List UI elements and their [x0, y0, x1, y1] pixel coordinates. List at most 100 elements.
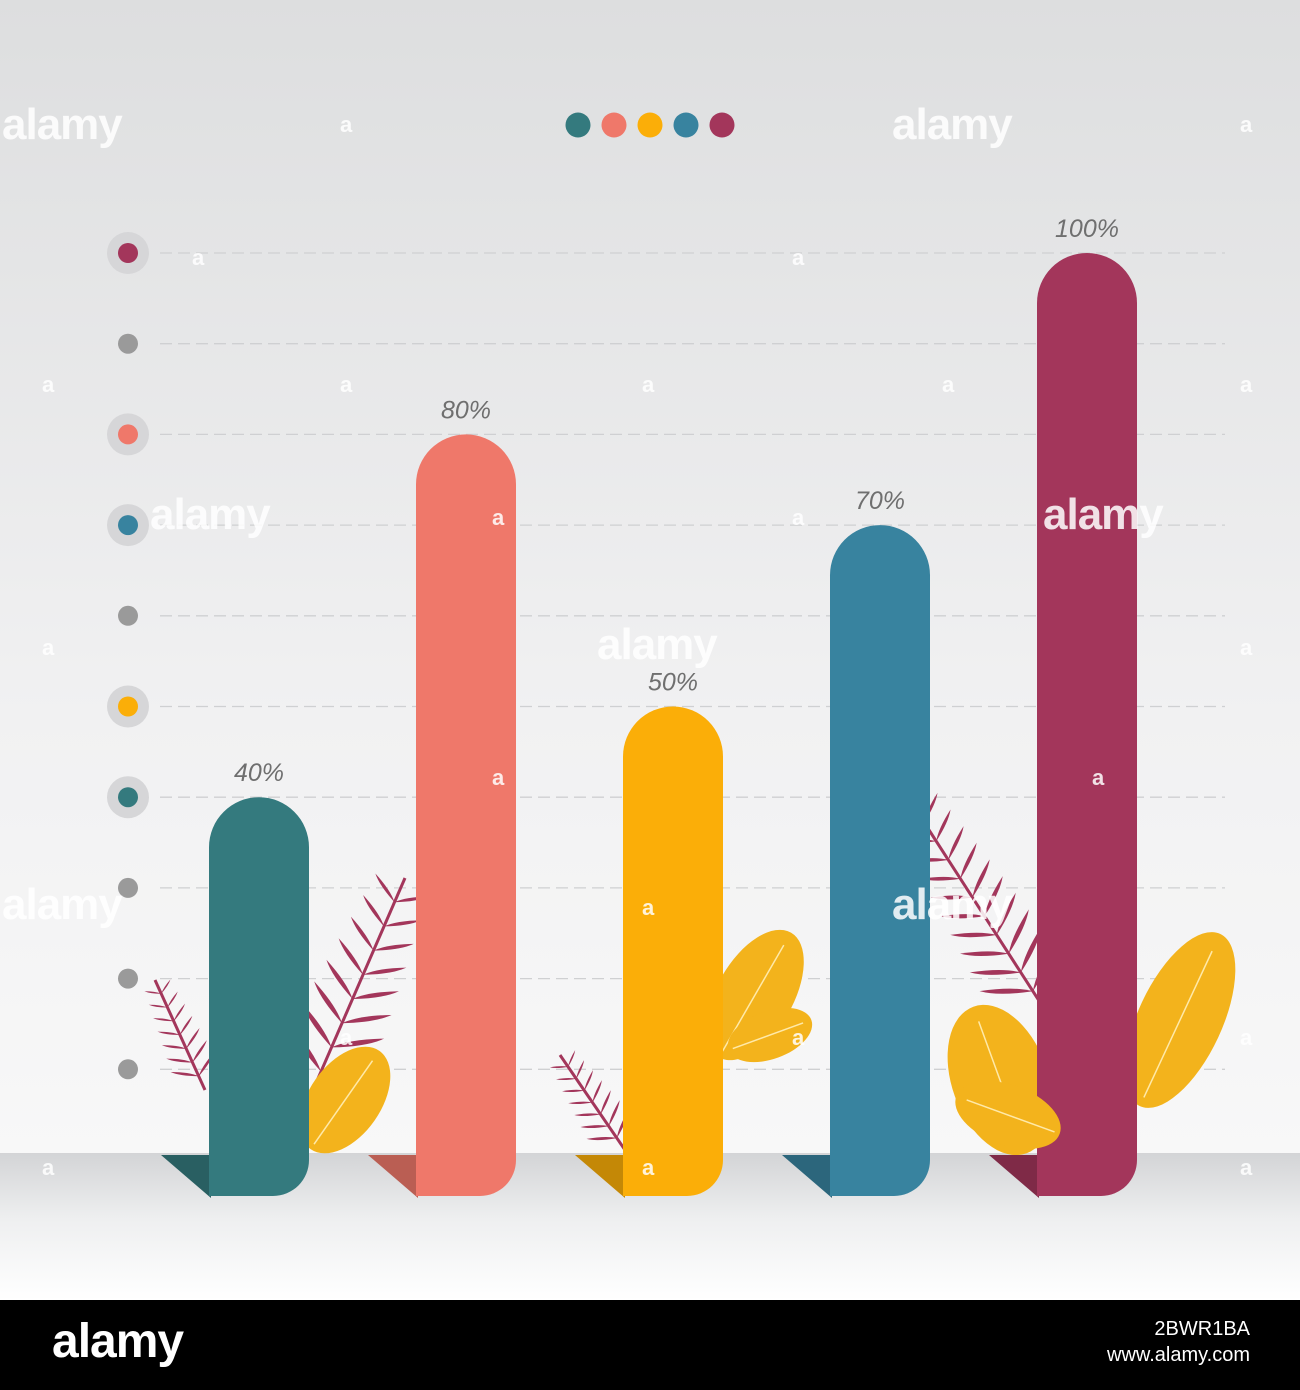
fern-leaflet	[166, 1058, 193, 1063]
watermark: alamy	[892, 880, 1013, 929]
watermark: alamy	[1043, 490, 1164, 539]
fern-leaflet	[568, 1050, 576, 1067]
fern-leaflet	[170, 1072, 199, 1077]
watermark-mark: a	[642, 895, 655, 920]
footer-logo: alamy	[52, 1315, 184, 1368]
watermark-mark: a	[340, 1025, 353, 1050]
fern-leaflet	[592, 1080, 602, 1103]
bars: 40% 80% 50% 70% 100%	[161, 215, 1137, 1198]
bar-value-label: 40%	[234, 759, 284, 787]
bar	[830, 525, 930, 1196]
watermark-mark: a	[340, 372, 353, 397]
footer-url: www.alamy.com	[1107, 1344, 1250, 1366]
fern-leaflet	[576, 1060, 585, 1079]
axis-dot	[118, 696, 138, 717]
fern-leaflet	[984, 876, 1003, 917]
watermark-mark: a	[1240, 1025, 1253, 1050]
axis-dot	[118, 243, 138, 263]
watermark: alamy	[597, 620, 718, 669]
leaf-vein	[732, 1022, 804, 1050]
fern-leaflet	[373, 943, 414, 951]
fern-leaflet	[562, 1089, 585, 1093]
watermark-mark: a	[792, 505, 805, 530]
fern-leaflet	[180, 1015, 193, 1035]
legend	[565, 112, 735, 138]
legend-dot	[709, 112, 735, 138]
watermark-mark: a	[492, 505, 505, 530]
bar	[1037, 253, 1137, 1196]
fern-leaflet	[930, 895, 973, 900]
leaf-vein	[313, 1060, 374, 1145]
fern-leaflet	[940, 914, 985, 919]
axis-dot	[118, 1059, 138, 1080]
fern-leaflet	[584, 1070, 593, 1091]
watermark-mark: a	[1240, 1155, 1253, 1180]
watermark-mark: a	[942, 372, 955, 397]
fern-leaflet	[996, 892, 1016, 935]
fern-leaflet	[167, 991, 178, 1008]
watermark-mark: a	[1092, 765, 1105, 790]
watermark-mark: a	[42, 1155, 55, 1180]
fern-leaflet	[556, 1077, 577, 1081]
fern-leaflet	[314, 981, 342, 1024]
watermark-mark: a	[1240, 635, 1253, 660]
fern-leaflet	[936, 809, 951, 842]
fern-leaflet	[350, 916, 374, 951]
fern-leaflet	[580, 1125, 609, 1129]
watermark: alamy	[2, 100, 123, 149]
fern-leaflet	[161, 979, 171, 994]
fern-leaflet	[363, 967, 407, 975]
fern-leaflet	[979, 988, 1033, 994]
fern-leaflet	[331, 1038, 385, 1048]
axis-dot	[118, 968, 138, 989]
fern-leaflet	[972, 859, 990, 898]
fern-leaflet	[338, 938, 363, 975]
watermark-mark: a	[42, 635, 55, 660]
fern-leaflet	[173, 1003, 186, 1022]
axis-dots	[107, 232, 149, 1080]
bar-group: 70%	[782, 487, 930, 1198]
fern-leaflet	[342, 1014, 392, 1024]
legend-dot	[601, 112, 627, 138]
chart-canvas: 40% 80% 50% 70% 100% alamy alamy alamy alamy…	[0, 0, 1300, 1300]
axis-dot	[118, 605, 138, 626]
fern-leaflet	[326, 959, 353, 999]
fern-leaflet	[600, 1090, 611, 1115]
fern-leaflet	[186, 1027, 200, 1049]
bar-value-label: 80%	[441, 396, 491, 424]
bar-group: 50%	[575, 669, 723, 1198]
bar-value-label: 100%	[1055, 215, 1119, 243]
fern-leaflet	[161, 1045, 187, 1049]
bar	[416, 434, 516, 1196]
footer-image-id: 2BWR1BA	[1154, 1318, 1250, 1340]
bar-group: 100%	[989, 215, 1137, 1198]
watermark-mark: a	[642, 1155, 655, 1180]
watermark: alamy	[2, 880, 123, 929]
fern-leaflet	[144, 991, 162, 994]
legend-dot	[673, 112, 699, 138]
watermark-mark: a	[1240, 112, 1253, 137]
watermark-mark: a	[1240, 372, 1253, 397]
watermark-mark: a	[42, 372, 55, 397]
fern-leaflet	[153, 1018, 174, 1022]
bar-fold	[782, 1155, 832, 1198]
axis-dot	[118, 333, 138, 354]
fern-leaflet	[960, 951, 1009, 957]
fern-leaflet	[1020, 925, 1042, 973]
fern-leaflet	[574, 1113, 601, 1117]
bar-fold	[368, 1155, 418, 1198]
fern-leaflet	[950, 932, 997, 938]
bar-fold	[989, 1155, 1039, 1198]
watermark: alamy	[892, 100, 1013, 149]
axis-dot	[118, 877, 138, 898]
watermark-mark: a	[792, 1025, 805, 1050]
fern-leaflet	[568, 1101, 593, 1105]
bar-value-label: 70%	[855, 487, 905, 515]
watermark-mark: a	[492, 765, 505, 790]
watermark-mark: a	[642, 372, 655, 397]
bar-value-label: 50%	[648, 669, 698, 697]
bar-chart: 40% 80% 50% 70% 100%	[107, 112, 1236, 1198]
fern-leaflet	[1008, 909, 1029, 954]
fern-leaflet	[157, 1031, 180, 1035]
fern-leaflet	[352, 991, 399, 999]
